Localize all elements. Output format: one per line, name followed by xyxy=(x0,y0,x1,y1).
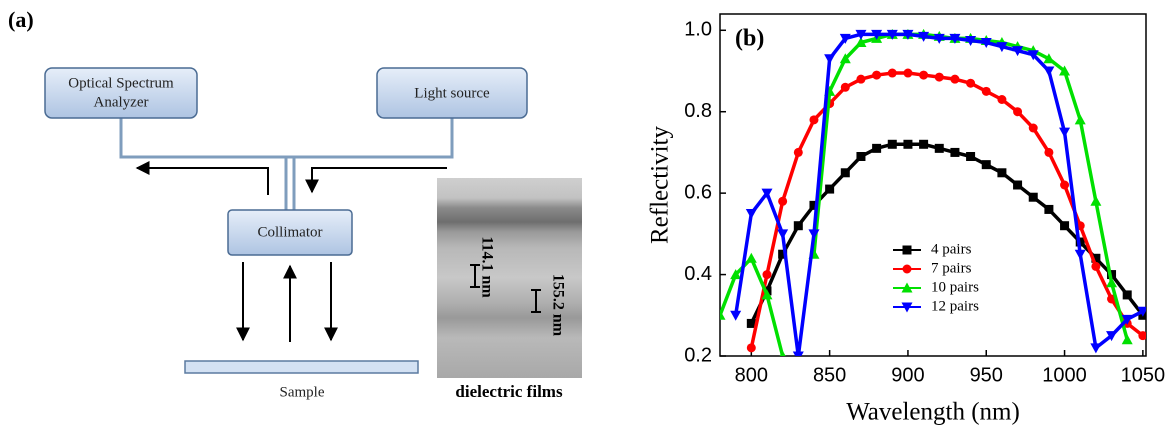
figure: (a) Optical Spectrum Analyzer Light sour… xyxy=(0,0,1175,434)
data-point xyxy=(856,75,865,84)
data-point xyxy=(762,270,771,279)
data-point xyxy=(856,152,865,161)
data-point xyxy=(919,140,928,149)
data-point xyxy=(730,311,741,321)
data-point xyxy=(950,148,959,157)
data-point xyxy=(1029,124,1038,133)
series-line xyxy=(720,34,1127,356)
data-point xyxy=(825,185,834,194)
x-tick-label: 800 xyxy=(735,364,768,386)
data-point xyxy=(777,229,788,239)
y-tick-label: 1.0 xyxy=(684,19,712,41)
x-axis-title: Wavelength (nm) xyxy=(846,399,1020,426)
data-point xyxy=(888,69,897,78)
data-point xyxy=(1122,334,1133,344)
node-label: Sample xyxy=(280,384,325,400)
data-point xyxy=(1091,262,1100,271)
data-point xyxy=(997,95,1006,104)
data-point xyxy=(919,71,928,80)
y-tick-label: 0.4 xyxy=(684,263,712,285)
legend-marker xyxy=(903,246,912,255)
data-point xyxy=(715,310,726,320)
data-point xyxy=(747,343,756,352)
y-tick-label: 0.6 xyxy=(684,181,712,203)
data-point xyxy=(888,140,897,149)
arrow xyxy=(312,168,447,192)
data-point xyxy=(1060,221,1069,230)
node-label: Optical Spectrum xyxy=(68,75,174,91)
data-point xyxy=(935,73,944,82)
data-point xyxy=(1043,67,1054,77)
x-tick-label: 950 xyxy=(970,364,1003,386)
data-point xyxy=(1029,193,1038,202)
data-point xyxy=(794,221,803,230)
y-axis-title: Reflectivity xyxy=(647,125,674,244)
panel-label: (a) xyxy=(8,7,34,32)
legend-label: 10 pairs xyxy=(931,279,979,295)
x-tick-label: 1000 xyxy=(1042,364,1087,386)
connector xyxy=(286,157,294,210)
legend-label: 4 pairs xyxy=(931,241,972,257)
x-tick-label: 900 xyxy=(891,364,924,386)
data-point xyxy=(1044,148,1053,157)
sample xyxy=(185,361,418,373)
x-tick-label: 850 xyxy=(813,364,846,386)
data-point xyxy=(841,168,850,177)
data-point xyxy=(746,209,757,219)
data-point xyxy=(903,69,912,78)
data-point xyxy=(746,253,757,263)
data-point xyxy=(1090,343,1101,353)
data-point xyxy=(1075,114,1086,124)
image-label: 155.2 nm xyxy=(549,274,566,337)
image-label: 114.1 nm xyxy=(478,236,495,298)
data-point xyxy=(872,144,881,153)
data-point xyxy=(1060,181,1069,190)
data-point xyxy=(1013,181,1022,190)
data-point xyxy=(841,83,850,92)
data-point xyxy=(1123,290,1132,299)
data-point xyxy=(1044,205,1053,214)
panel-b: (b) Wavelength (nm) Reflectivity 800 850 9… xyxy=(647,14,1165,426)
data-point xyxy=(1013,107,1022,116)
data-point xyxy=(997,168,1006,177)
data-point xyxy=(966,152,975,161)
data-point xyxy=(809,115,818,124)
data-point xyxy=(1059,128,1070,138)
data-point xyxy=(966,79,975,88)
data-point xyxy=(1075,250,1086,260)
data-point xyxy=(808,229,819,239)
arrow xyxy=(137,168,268,195)
y-tick-label: 0.8 xyxy=(684,100,712,122)
y-tick-label: 0.2 xyxy=(684,344,712,366)
image-caption: dielectric films xyxy=(455,382,563,401)
node-label: Analyzer xyxy=(94,94,149,110)
legend-marker xyxy=(903,265,912,274)
connector xyxy=(121,118,452,157)
node-label: Light source xyxy=(414,85,490,101)
panel-a: (a) Optical Spectrum Analyzer Light sour… xyxy=(8,7,582,401)
panel-label: (b) xyxy=(735,26,764,52)
x-tick-label: 1050 xyxy=(1121,364,1166,386)
legend-label: 12 pairs xyxy=(931,298,979,314)
node-label: Collimator xyxy=(258,224,323,240)
legend-label: 7 pairs xyxy=(931,260,972,276)
data-point xyxy=(778,197,787,206)
data-point xyxy=(794,148,803,157)
data-point xyxy=(824,54,835,64)
data-point xyxy=(982,87,991,96)
data-point xyxy=(982,160,991,169)
data-point xyxy=(950,75,959,84)
data-point xyxy=(903,140,912,149)
data-point xyxy=(935,144,944,153)
data-point xyxy=(1090,196,1101,206)
data-point xyxy=(872,71,881,80)
